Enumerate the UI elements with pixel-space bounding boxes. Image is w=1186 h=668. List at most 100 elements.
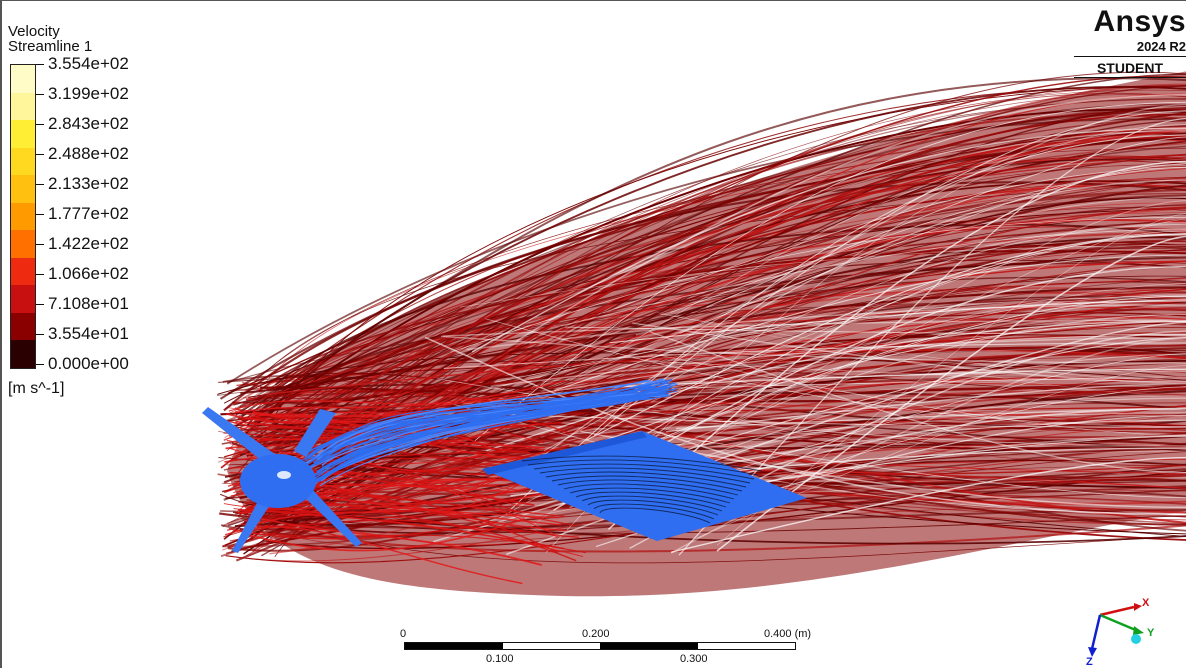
streamline-highlight [490,337,1186,388]
scale-label-0-200: 0.200 [582,628,610,640]
scale-segment [405,643,503,649]
wing-surface [482,431,807,541]
streamline-highlight [592,295,1186,469]
streamline-highlight [671,377,1186,389]
legend-tick-mark [36,124,44,125]
streamline-highlight [459,245,1186,308]
streamline-highlight [660,313,1186,382]
prop-wash-streamline [224,457,552,476]
streamline [266,299,1186,429]
streamline-highlight [700,321,1186,467]
wing-streamline [307,396,650,460]
streamline-highlight [471,127,1186,353]
legend-tick-label: 1.777e+02 [48,204,129,223]
streamline-highlight [542,346,1186,383]
legend-tick-label: 2.488e+02 [48,144,129,163]
streamline [245,75,1186,516]
legend-color-segment [11,175,35,203]
legend-tick-label: 3.554e+02 [48,54,129,73]
legend-title: Velocity [8,23,60,40]
legend-color-segment [11,340,35,368]
streamline-highlight [675,408,1186,430]
brand-version: 2024 R2 [1074,39,1186,57]
legend-tick-label: 3.554e+01 [48,324,129,343]
color-legend-bar [10,64,36,369]
propeller-blade-left [202,407,282,469]
propeller-blade-bottom [232,501,270,553]
legend-color-segment [11,120,35,148]
wing-streamline [315,379,652,458]
streamline-highlight [494,300,1186,383]
wing-surface-streamline [563,483,735,500]
streamline-highlight [450,217,1186,353]
streamline [260,158,1186,450]
streamline [264,129,1186,384]
legend-tick-label: 1.066e+02 [48,264,129,283]
wing-blue-streamlines [301,378,763,524]
wing-surface-streamline [587,499,719,516]
streamline-highlight [679,163,1186,334]
prop-wash-streamline [237,474,531,511]
streamline-highlight [490,334,1186,403]
legend-tick-mark [36,94,44,95]
streamline-highlight [570,128,1186,381]
streamline [263,98,1186,383]
legend-tick-label: 2.843e+02 [48,114,129,133]
legend-color-segment [11,147,35,176]
scale-segment [600,643,698,649]
axis-triad[interactable] [1082,593,1162,667]
z-axis-icon [1090,614,1102,650]
streamline-highlight [607,160,1186,530]
streamline [220,184,1186,469]
legend-tick-mark [36,364,44,365]
streamline-highlight [681,282,1186,387]
scale-segment [697,643,795,649]
streamline [267,206,1186,536]
streamline-highlight [443,319,1186,337]
streamline-highlight [424,336,1186,516]
prop-wash-streamline [222,418,563,437]
streamline-highlight [654,353,1186,436]
wing-surface-streamline [551,475,743,492]
prop-wash-streamline [230,411,545,444]
brand-license: STUDENT [1074,60,1186,78]
wing-surface-streamline [599,507,711,524]
legend-color-segment [11,257,35,286]
streamline-highlight [651,230,1186,403]
legend-subtitle: Streamline 1 [8,38,93,55]
wing-leading-edge [482,431,647,475]
streamline [245,138,1186,420]
x-axis-icon [1099,605,1135,617]
wing-surface-streamline [527,459,759,476]
brand-logo-text: Ansys [1093,5,1186,38]
y-axis-icon [1099,613,1139,633]
wing-streamline [309,392,666,486]
legend-tick-label: 1.422e+02 [48,234,129,253]
wing-surface-streamline [521,455,763,472]
prop-wash-streamline [237,503,560,519]
legend-tick-mark [36,154,44,155]
legend-tick-mark [36,334,44,335]
legend-tick-label: 3.199e+02 [48,84,129,103]
scale-label-0-400: 0.400 (m) [764,628,812,640]
streamline [268,153,1186,455]
streamline [274,223,1186,386]
streamline [225,260,1186,416]
x-axis-label: X [1142,597,1150,609]
legend-color-segment [11,65,35,93]
streamline-highlight [539,129,1186,311]
wing-surface-streamline [575,491,727,508]
streamline [268,362,1186,535]
streamline-highlight [440,335,1186,364]
scale-label-0-100: 0.100 [486,653,514,665]
legend-color-segment [11,285,35,313]
prop-wash-streamline [246,490,553,528]
streamline [226,118,1186,385]
z-arrow-icon [1088,647,1097,657]
legend-tick-mark [36,244,44,245]
streamline [255,134,1186,461]
streamline [242,108,1186,437]
legend-color-segment [11,202,35,231]
legend-tick-mark [36,304,44,305]
